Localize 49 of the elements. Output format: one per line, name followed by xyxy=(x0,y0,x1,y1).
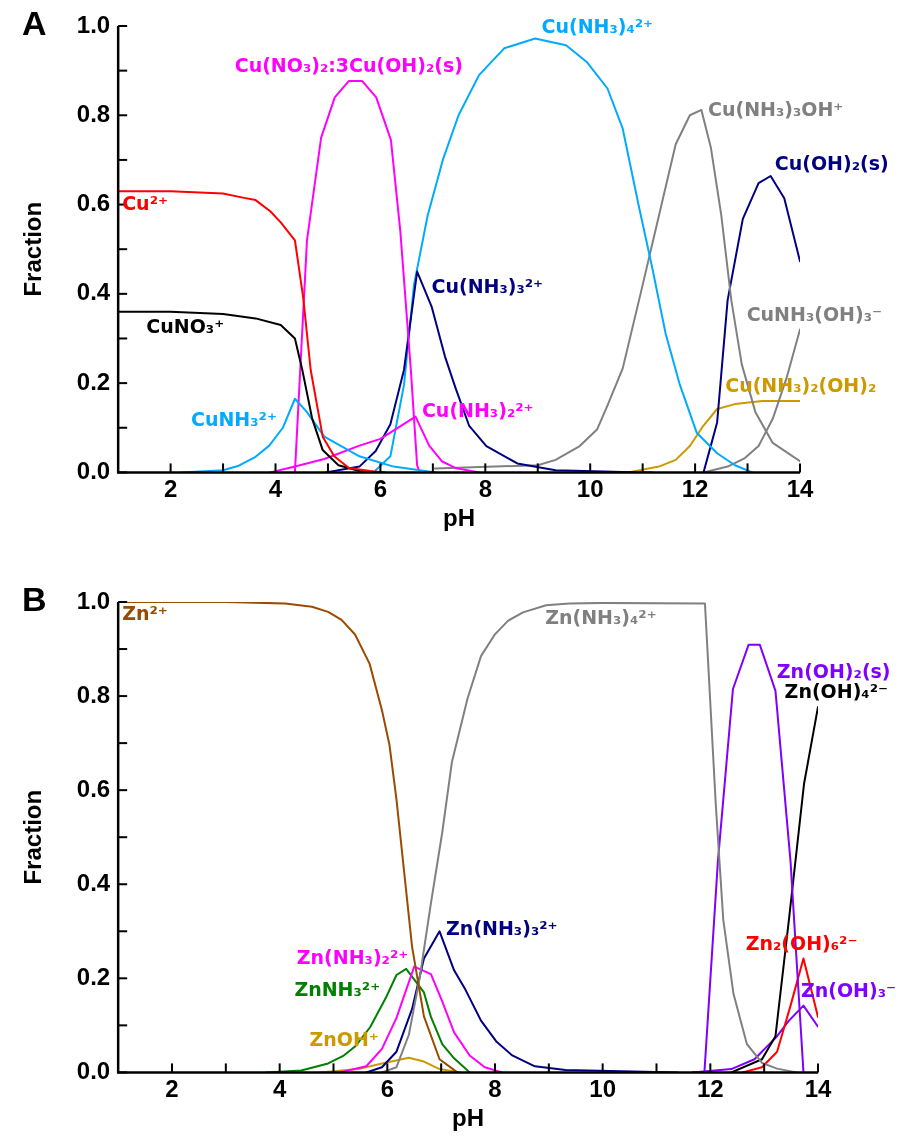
series-label: Zn(NH₃)₄²⁺ xyxy=(545,606,657,629)
y-tick-label: 0.4 xyxy=(76,868,111,896)
x-tick-label: 6 xyxy=(373,475,388,503)
series-label: ZnNH₃²⁺ xyxy=(294,978,381,1001)
series-label: CuNH₃²⁺ xyxy=(190,408,277,431)
y-tick-label: 0.0 xyxy=(76,457,111,485)
x-tick-label: 10 xyxy=(589,1075,617,1103)
x-tick-label: 4 xyxy=(268,475,283,503)
series-label: Cu(NH₃)₂(OH)₂ xyxy=(725,374,877,397)
y-tick-label: 0.0 xyxy=(76,1057,111,1085)
x-axis-title: pH xyxy=(452,1104,485,1132)
series-label: Cu(NH₃)₃OH⁺ xyxy=(708,98,844,121)
y-tick-label: 0.4 xyxy=(76,278,111,306)
series-label: Cu(OH)₂(s) xyxy=(774,152,889,175)
x-tick-label: 6 xyxy=(380,1075,395,1103)
series-label: Cu²⁺ xyxy=(122,191,168,214)
x-tick-label: 14 xyxy=(804,1075,832,1103)
y-tick-label: 0.8 xyxy=(76,680,111,708)
x-axis-title: pH xyxy=(443,504,476,532)
y-axis-title: Fraction xyxy=(19,789,47,885)
x-tick-label: 4 xyxy=(272,1075,287,1103)
x-tick-label: 12 xyxy=(696,1075,724,1103)
x-tick-label: 2 xyxy=(165,1075,179,1103)
y-tick-label: 0.6 xyxy=(76,189,111,217)
series-label: Zn(NH₃)₂²⁺ xyxy=(296,946,409,968)
x-tick-label: 2 xyxy=(163,475,178,503)
series-label: Zn²⁺ xyxy=(122,602,168,625)
chart-title: B xyxy=(22,580,47,619)
x-tick-label: 10 xyxy=(576,475,604,503)
chart-title: A xyxy=(22,4,47,43)
x-tick-label: 8 xyxy=(478,475,492,503)
series-label: Cu(NH₃)₃²⁺ xyxy=(431,274,544,297)
x-tick-label: 12 xyxy=(681,475,709,503)
series-label: Cu(NO₃)₂:3Cu(OH)₂(s) xyxy=(234,54,463,77)
series-label: Zn(OH)₂(s) xyxy=(776,660,891,683)
series-label: Zn(NH₃)₃²⁺ xyxy=(446,916,558,939)
x-tick-label: 14 xyxy=(786,475,814,503)
y-tick-label: 1.0 xyxy=(76,586,111,614)
y-axis-title: Fraction xyxy=(19,201,47,297)
series-label: Zn(OH)₄²⁻ xyxy=(784,680,889,703)
x-tick-label: 8 xyxy=(488,1075,502,1103)
y-tick-label: 0.8 xyxy=(76,99,111,127)
y-tick-label: 0.2 xyxy=(76,962,111,990)
series-label: CuNO₃⁺ xyxy=(146,315,225,338)
y-tick-label: 0.2 xyxy=(76,367,111,395)
y-tick-label: 1.0 xyxy=(76,10,111,38)
series-label: Cu(NH₃)₄²⁺ xyxy=(541,14,654,37)
y-tick-label: 0.6 xyxy=(76,774,111,802)
series-label: CuNH₃(OH)₃⁻ xyxy=(746,302,883,325)
